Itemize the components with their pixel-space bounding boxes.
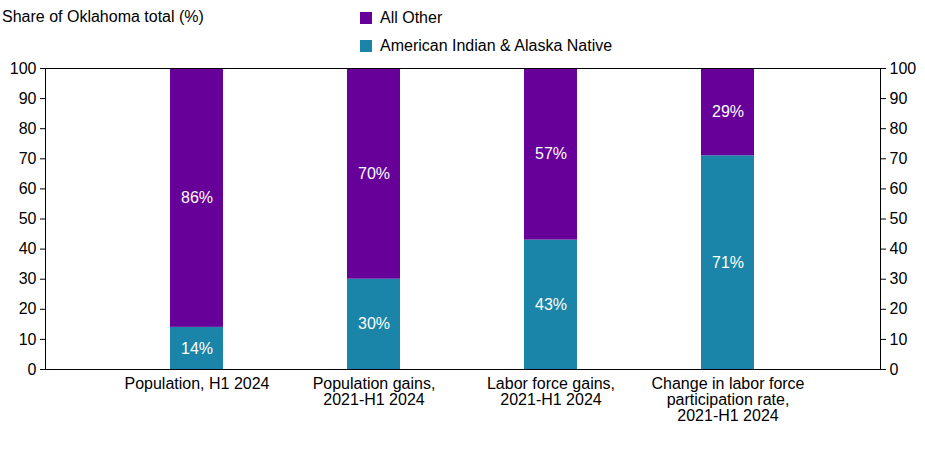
svg-text:Population, H1 2024: Population, H1 2024 (125, 375, 270, 392)
svg-text:Change in labor forceparticipa: Change in labor forceparticipation rate,… (652, 375, 805, 424)
html-text:American Indian & Alaska Nativ: American Indian & Alaska Native (380, 37, 613, 54)
svg-text:100: 100 (10, 60, 37, 77)
svg-text:57%: 57% (535, 145, 567, 162)
html-text:All Other: All Other (380, 9, 443, 26)
svg-text:60: 60 (890, 180, 908, 197)
svg-text:80: 80 (890, 120, 908, 137)
svg-text:70%: 70% (358, 165, 390, 182)
svg-text:10: 10 (19, 331, 37, 348)
svg-text:50: 50 (890, 210, 908, 227)
html-text:Share of Oklahoma total (%): Share of Oklahoma total (%) (2, 8, 204, 25)
svg-text:30: 30 (890, 270, 908, 287)
svg-text:30%: 30% (358, 315, 390, 332)
svg-text:60: 60 (19, 180, 37, 197)
svg-text:50: 50 (19, 210, 37, 227)
svg-text:71%: 71% (712, 254, 744, 271)
svg-text:14%: 14% (181, 340, 213, 357)
svg-text:10: 10 (890, 331, 908, 348)
svg-text:0: 0 (890, 361, 899, 378)
svg-text:20: 20 (890, 300, 908, 317)
svg-text:70: 70 (19, 150, 37, 167)
svg-text:0: 0 (28, 361, 37, 378)
svg-text:Labor force gains,2021-H1 2024: Labor force gains,2021-H1 2024 (487, 375, 615, 408)
svg-text:80: 80 (19, 120, 37, 137)
svg-text:20: 20 (19, 300, 37, 317)
svg-text:90: 90 (19, 90, 37, 107)
svg-text:40: 40 (19, 240, 37, 257)
svg-text:29%: 29% (712, 103, 744, 120)
svg-text:70: 70 (890, 150, 908, 167)
svg-text:43%: 43% (535, 296, 567, 313)
svg-text:Population gains,2021-H1 2024: Population gains,2021-H1 2024 (313, 375, 436, 408)
svg-text:86%: 86% (181, 189, 213, 206)
svg-text:100: 100 (890, 60, 917, 77)
svg-text:30: 30 (19, 270, 37, 287)
svg-text:40: 40 (890, 240, 908, 257)
svg-text:90: 90 (890, 90, 908, 107)
